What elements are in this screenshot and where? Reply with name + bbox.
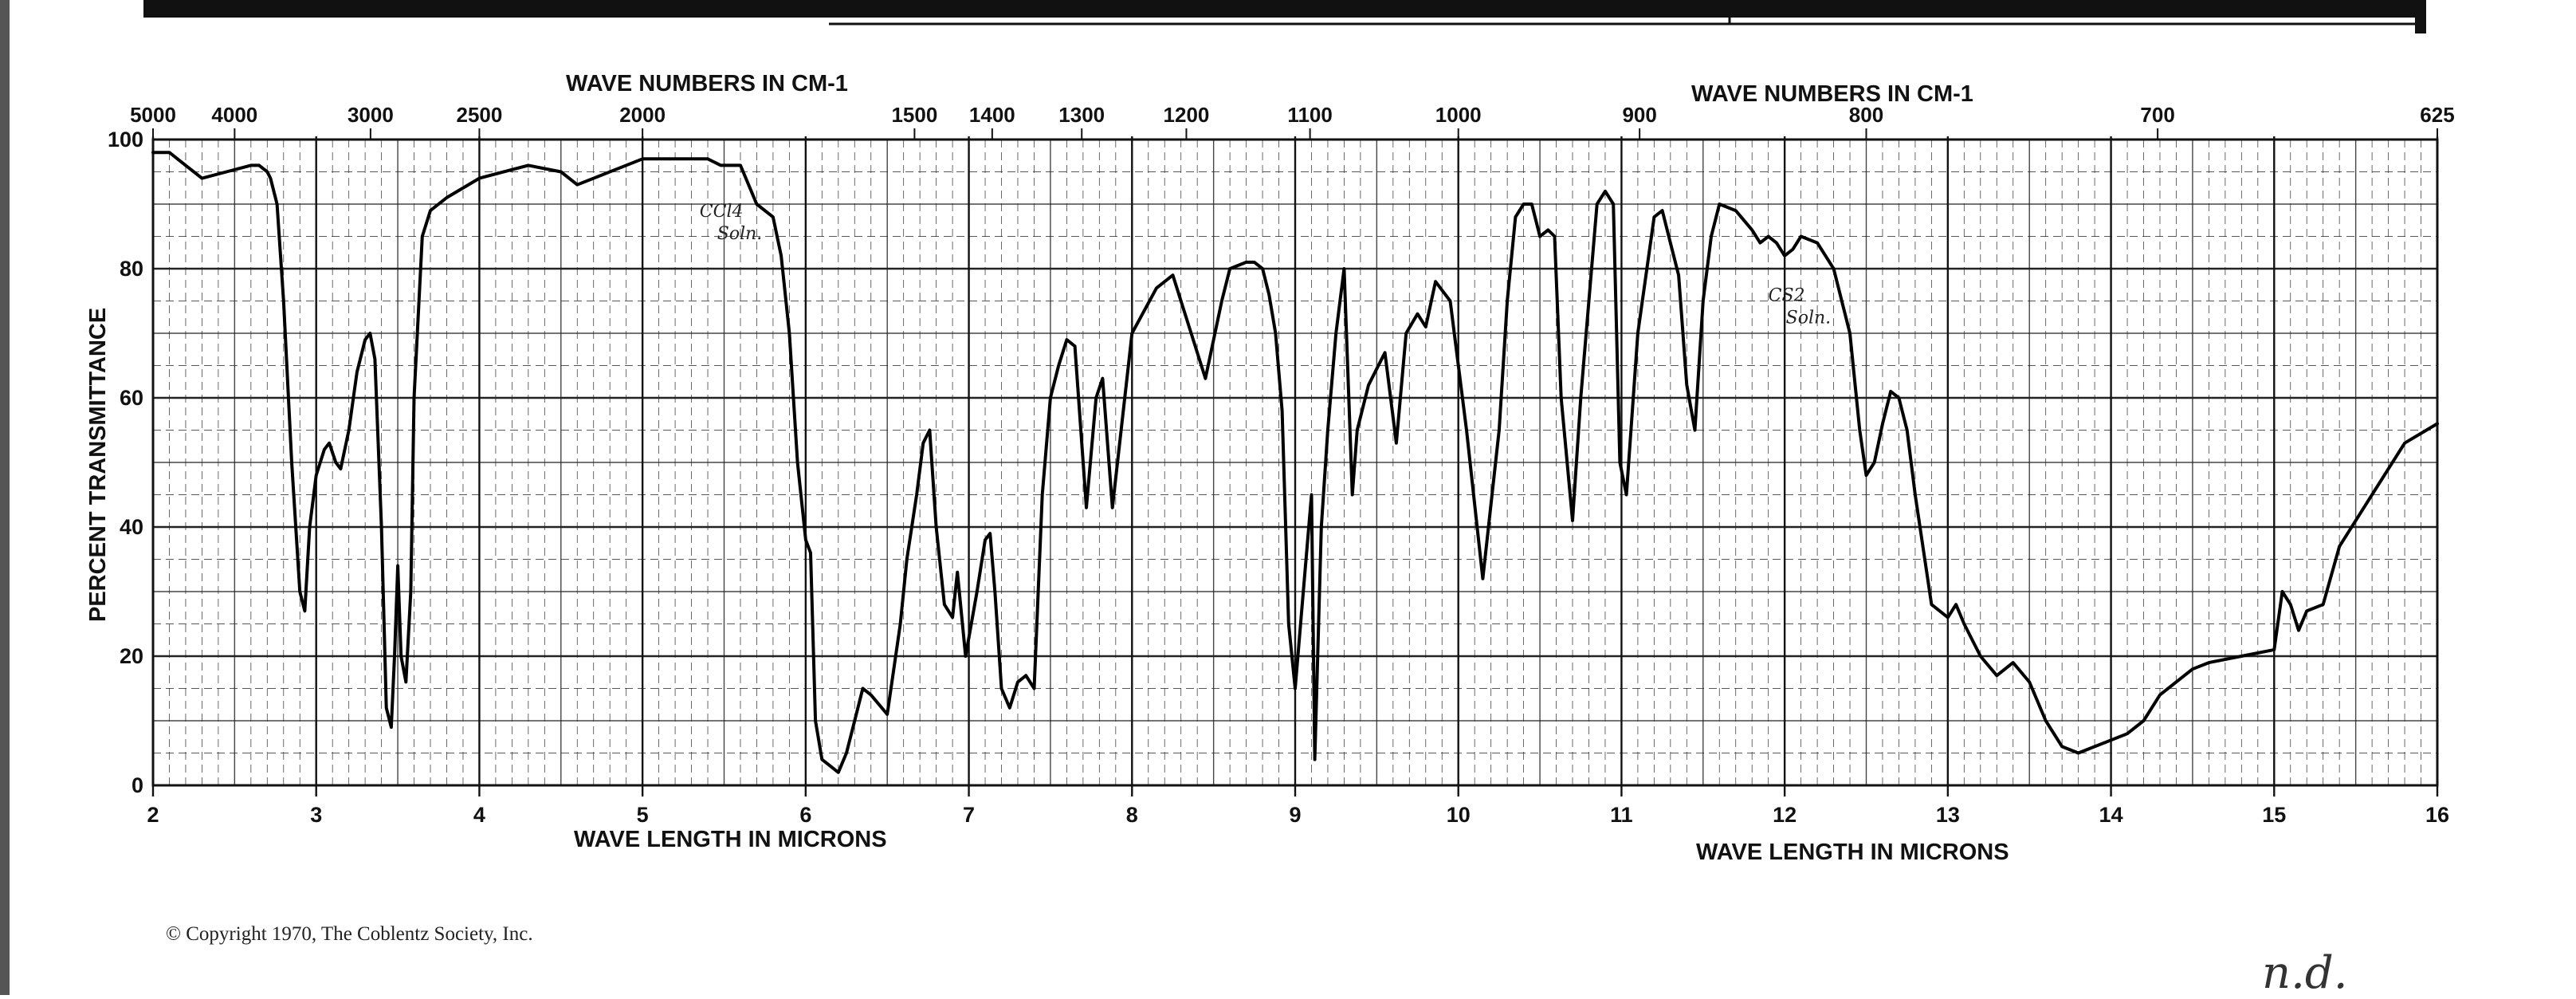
wavenumber-tick-label: 1100 [1287, 103, 1332, 127]
x-tick-label-microns: 12 [1773, 803, 1797, 827]
x-tick-label-microns: 2 [147, 803, 159, 827]
x-tick-label-microns: 4 [473, 803, 485, 827]
y-tick-label: 60 [120, 386, 143, 410]
wavenumber-tick-label: 900 [1622, 103, 1656, 127]
y-tick-label: 20 [120, 644, 143, 668]
wavenumber-tick-label: 1000 [1435, 103, 1482, 127]
y-tick-label: 80 [120, 257, 143, 281]
handwritten-note: n.d. [2262, 947, 2348, 999]
x-tick-label-microns: 6 [799, 803, 811, 827]
y-tick-label: 40 [120, 515, 143, 539]
x-tick-label-microns: 15 [2262, 803, 2286, 827]
bottom-axis-title-left: WAVE LENGTH IN MICRONS [574, 827, 887, 852]
top-axis-title-right: WAVE NUMBERS IN CM-1 [1691, 81, 1973, 107]
copyright-notice: © Copyright 1970, The Coblentz Society, … [166, 923, 533, 945]
y-axis-title: PERCENT TRANSMITTANCE [85, 308, 111, 622]
wavenumber-tick-label: 4000 [211, 103, 257, 127]
chart-grid [151, 136, 2439, 796]
top-frame-bar [143, 0, 2423, 18]
y-tick-label: 100 [108, 128, 143, 151]
x-tick-label-microns: 8 [1126, 803, 1138, 827]
x-tick-label-microns: 11 [1610, 803, 1633, 827]
wavenumber-tick-label: 1300 [1058, 103, 1105, 127]
wavenumber-tick-label: 2000 [619, 103, 666, 127]
spectrum-trace [151, 151, 2439, 774]
wavenumber-tick-label: 5000 [130, 103, 176, 127]
wavenumber-tick-label: 2500 [457, 103, 503, 127]
plot-frame [151, 138, 2439, 787]
wavenumber-tick-label: 3000 [348, 103, 394, 127]
bottom-axis-title-right: WAVE LENGTH IN MICRONS [1696, 840, 2009, 865]
x-tick-label-microns: 16 [2425, 803, 2449, 827]
x-tick-label-microns: 9 [1289, 803, 1301, 827]
wavenumber-tick-label: 1200 [1164, 103, 1210, 127]
x-tick-label-microns: 5 [637, 803, 649, 827]
wavenumber-tick-label: 1400 [969, 103, 1015, 127]
x-tick-label-microns: 3 [310, 803, 322, 827]
x-tick-label-microns: 10 [1447, 803, 1471, 827]
wavenumber-tick-label: 700 [2140, 103, 2174, 127]
wavenumber-tick-label: 1500 [891, 103, 937, 127]
x-tick-label-microns: 14 [2099, 803, 2123, 827]
top-axis-title-left: WAVE NUMBERS IN CM-1 [566, 71, 848, 96]
top-frame-right [2415, 0, 2426, 33]
solvent-annotation: CCl4 Soln. [700, 202, 763, 244]
x-tick-label-microns: 13 [1936, 803, 1960, 827]
wavenumber-tick-label: 800 [1849, 103, 1883, 127]
y-tick-label: 0 [132, 773, 143, 797]
left-edge-stripe [0, 0, 10, 995]
solvent-annotation: CS2 Soln. [1769, 286, 1832, 328]
x-tick-label-microns: 7 [963, 803, 975, 827]
wavenumber-tick-label: 625 [2420, 103, 2454, 127]
